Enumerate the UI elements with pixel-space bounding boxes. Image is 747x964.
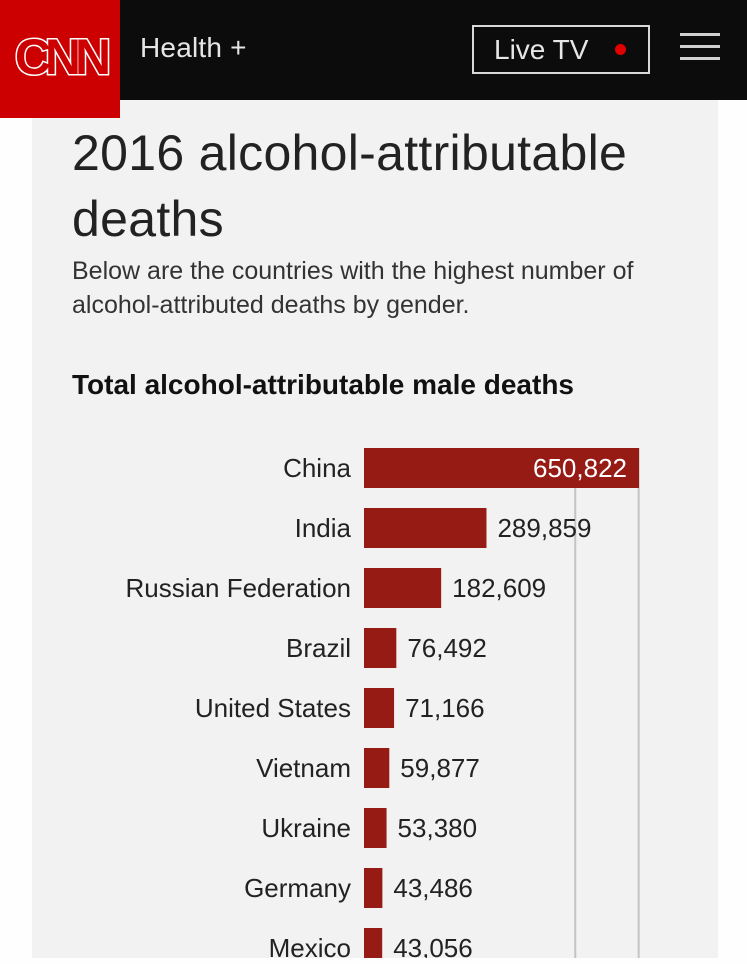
bar-7	[364, 868, 383, 908]
value-label-1: 289,859	[497, 513, 591, 543]
bar-6	[364, 808, 387, 848]
value-label-2: 182,609	[452, 573, 546, 603]
category-label-5: Vietnam	[256, 753, 351, 783]
value-label-4: 71,166	[405, 693, 485, 723]
page-title: 2016 alcohol-attributable deaths	[72, 125, 628, 247]
category-label-6: Ukraine	[261, 813, 351, 843]
section-nav-health[interactable]: Health +	[140, 32, 247, 63]
hamburger-menu-icon[interactable]	[680, 33, 720, 61]
live-dot-icon	[615, 44, 626, 55]
live-tv-label: Live TV	[494, 34, 589, 65]
bar-8	[364, 928, 383, 958]
bar-4	[364, 688, 395, 728]
bar-1	[364, 508, 487, 548]
page-subtitle: Below are the countries with the highest…	[72, 257, 634, 319]
bar-3	[364, 628, 397, 668]
chart-title: Total alcohol-attributable male deaths	[72, 369, 575, 400]
value-label-8: 43,056	[393, 933, 473, 963]
svg-text:CNN: CNN	[15, 29, 108, 85]
category-label-3: Brazil	[286, 633, 351, 663]
category-label-7: Germany	[244, 873, 351, 903]
value-label-5: 59,877	[400, 753, 480, 783]
value-label-3: 76,492	[407, 633, 487, 663]
category-label-8: Mexico	[269, 933, 351, 963]
category-label-0: China	[283, 453, 351, 483]
bar-5	[364, 748, 390, 788]
category-label-2: Russian Federation	[126, 573, 351, 603]
bar-2	[364, 568, 442, 608]
site-header: Health + Live TV	[0, 0, 747, 100]
category-label-1: India	[295, 513, 352, 543]
category-label-4: United States	[195, 693, 351, 723]
cnn-logo-icon: CNN	[13, 28, 115, 87]
cnn-logo[interactable]: CNN	[0, 0, 120, 118]
live-tv-button[interactable]: Live TV	[472, 25, 650, 74]
value-label-7: 43,486	[393, 873, 473, 903]
bar-0	[364, 448, 639, 488]
value-label-6: 53,380	[398, 813, 478, 843]
value-label-0: 650,822	[533, 453, 627, 483]
